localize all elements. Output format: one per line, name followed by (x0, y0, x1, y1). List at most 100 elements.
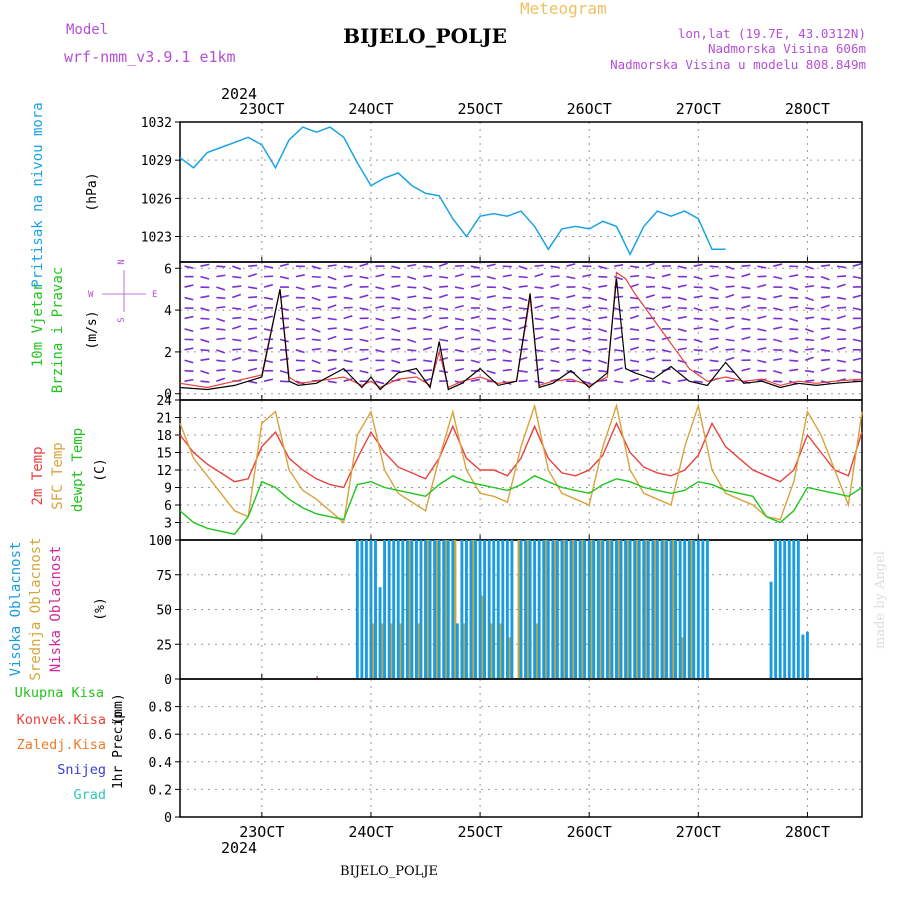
cloud-bar-high (551, 540, 555, 679)
wind-vector (629, 314, 639, 320)
wind-vector (645, 357, 655, 362)
wind-vector (614, 358, 624, 362)
wind-vector (232, 338, 242, 342)
wind-vector (614, 317, 624, 321)
cloud-bar-high (355, 540, 359, 679)
cloud-bar-mid (399, 623, 402, 679)
wind-vector (327, 358, 337, 362)
wind-ylabel-sub: Brzina i Pravac (50, 267, 66, 393)
cloud-bar-high (687, 540, 691, 679)
wind-vector (677, 369, 687, 373)
wind-vector (709, 337, 719, 341)
wind-vector (407, 380, 417, 384)
wind-vector (200, 326, 210, 330)
location-line-2: Nadmorska Visina 606m (708, 41, 866, 56)
wind-vector (741, 304, 751, 309)
wind-vector (327, 275, 337, 281)
wind-vector (439, 275, 449, 279)
wind-vector (486, 349, 496, 352)
cloud-bar-mid (553, 540, 557, 679)
compass-east: E (152, 290, 157, 300)
wind-vector (582, 286, 592, 291)
cloud-bar-mid (608, 540, 612, 679)
wind-vector (852, 325, 862, 330)
wind-vector (629, 346, 639, 351)
bottom-time-label: 24OCT (348, 823, 393, 841)
cloud-bar-high (683, 540, 687, 679)
cloud-ylabel-high: Visoka Oblacnost (8, 542, 24, 677)
wind-vector (534, 295, 544, 299)
cloud-bar-high (660, 540, 664, 679)
wind-vector (343, 296, 353, 300)
wind-vector (200, 380, 210, 383)
wind-vector (677, 284, 687, 288)
wind-vector (566, 326, 576, 330)
wind-vector (359, 307, 369, 311)
wind-vector (263, 315, 274, 320)
y-tick-label: 100 (149, 534, 172, 549)
wind-vector (836, 346, 846, 351)
cloud-bar-mid (408, 540, 411, 679)
cloud-bar-high (787, 540, 791, 679)
wind-vector (804, 328, 814, 333)
cloud-bar-mid (690, 540, 693, 679)
cloud-bar-high (396, 540, 400, 679)
wind-vector (327, 380, 337, 384)
wind-vector (422, 346, 433, 351)
wind-vector (598, 338, 608, 341)
y-tick-label: 75 (156, 569, 172, 584)
wind-vector (438, 262, 448, 267)
y-tick-label: 25 (156, 638, 172, 653)
wind-vector (232, 307, 242, 310)
cloud-bar-high (537, 540, 541, 679)
cloud-bar-mid (417, 623, 421, 679)
bottom-time-label: 27OCT (676, 823, 721, 841)
compass-west: W (88, 290, 94, 300)
wind-vector (439, 285, 449, 288)
y-tick-label: 4 (164, 304, 172, 319)
wind-vector (327, 335, 337, 341)
wind-vector (582, 317, 592, 322)
wind-vector (566, 294, 576, 299)
top-time-labels: 23OCT 24OCT 25OCT 26OCT 27OCT 28OCT (239, 100, 830, 118)
cloud-bar-high (392, 540, 396, 679)
wind-vector (613, 367, 623, 372)
precip-legend-freezing: Zaledj.Kisa (17, 737, 106, 753)
wind-vector (836, 328, 846, 332)
wind-vector (645, 307, 656, 311)
wind-vector (820, 295, 831, 299)
cloud-bar-high (378, 587, 382, 679)
wind-vector (391, 359, 401, 364)
wind-vector (773, 294, 783, 299)
wind-vector (391, 265, 401, 270)
wind-vector (343, 346, 353, 351)
y-tick-label: 1026 (141, 192, 172, 207)
cloud-bar-mid (572, 540, 575, 679)
cloud-bar-mid (681, 637, 684, 679)
wind-vector (757, 315, 767, 320)
precip-legend-total: Ukupna Kisa (15, 685, 104, 701)
wind-vector (820, 367, 830, 372)
wind-vector (486, 369, 496, 375)
wind-vector (582, 273, 592, 278)
top-time-label: 24OCT (348, 100, 393, 118)
wind-vector (598, 328, 608, 333)
wind-vector (279, 338, 289, 343)
wind-vector (216, 305, 226, 309)
wind-vector (343, 306, 353, 309)
y-tick-label: 0.8 (149, 701, 172, 716)
temp-dewpt-line (179, 475, 863, 535)
top-time-label: 27OCT (676, 100, 721, 118)
wind-vector (709, 317, 719, 323)
wind-vector (630, 337, 640, 341)
wind-vector (630, 274, 640, 278)
wind-vector (534, 335, 544, 341)
wind-vector (725, 265, 735, 271)
cloud-bar-high (451, 540, 455, 679)
wind-vector (407, 286, 417, 289)
wind-vector (343, 359, 353, 363)
wind-vector (407, 295, 417, 299)
wind-vector (804, 356, 814, 362)
cloud-bar-high (428, 540, 432, 679)
temp-unit: (C) (93, 458, 108, 481)
